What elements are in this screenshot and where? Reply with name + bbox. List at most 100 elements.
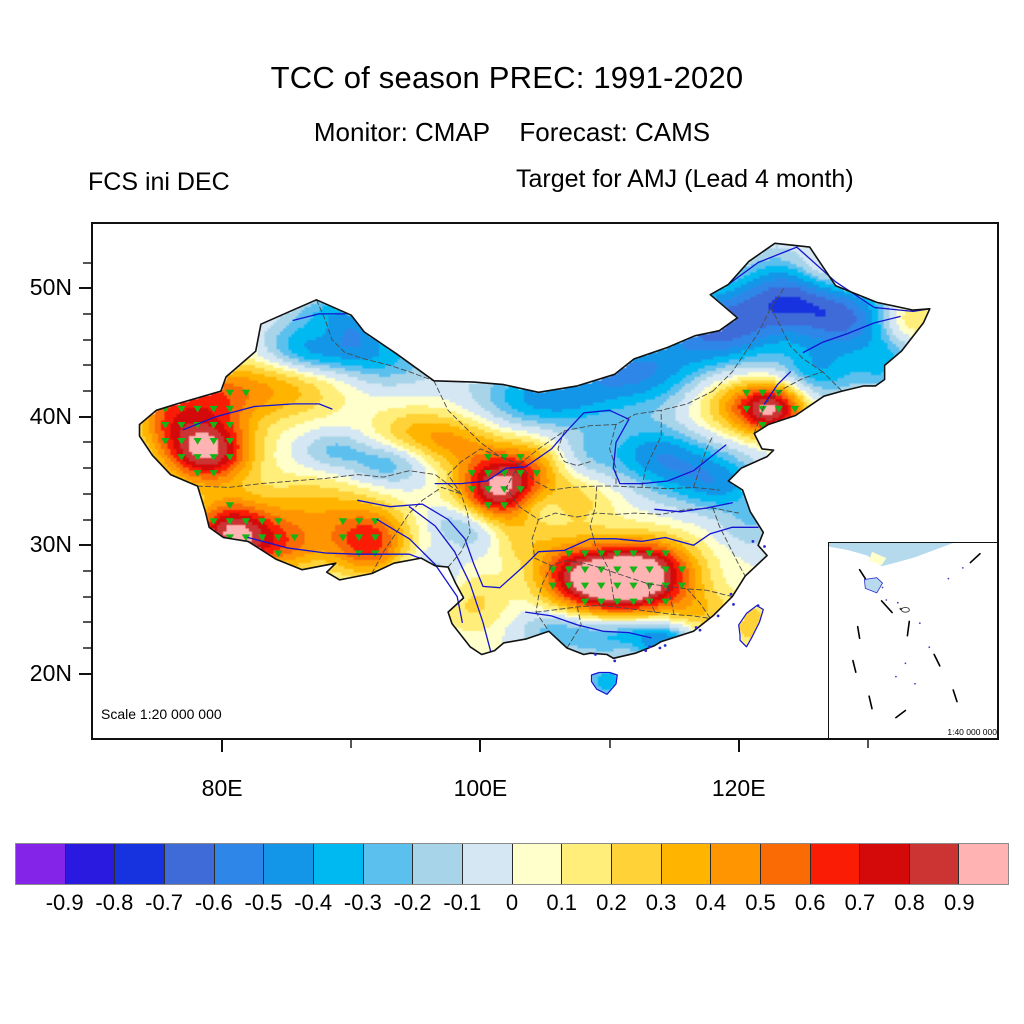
y-tick-minor: [83, 261, 91, 264]
province-border: [535, 565, 552, 632]
colorbar-tick-0p9: 0.9: [944, 890, 975, 915]
province-border: [647, 583, 656, 613]
offshore-island-dot: [648, 645, 651, 649]
x-tick-minor: [608, 740, 611, 748]
province-border: [518, 463, 720, 491]
offshore-island-dot: [594, 653, 597, 656]
colorbar-swatch-19[interactable]: [959, 844, 1009, 884]
colorbar-swatch-7[interactable]: [363, 844, 414, 884]
province-border: [609, 570, 617, 608]
target-label: Target for AMJ (Lead 4 month): [516, 165, 854, 193]
x-tick-major: [221, 740, 224, 752]
colorbar-swatch-6[interactable]: [313, 844, 364, 884]
colorbar-swatch-16[interactable]: [810, 844, 861, 884]
colorbar-swatch-4[interactable]: [214, 844, 265, 884]
contour-band: [248, 306, 930, 656]
nine-dash-segment: [895, 709, 907, 719]
reef-dot: [885, 599, 888, 601]
island-coastline: [590, 671, 618, 695]
colorbar-swatch-3[interactable]: [164, 844, 215, 884]
reef-dot: [881, 586, 884, 589]
province-border: [712, 287, 785, 392]
map-panel[interactable]: Scale 1:20 000 000 1:40 000 000: [91, 222, 999, 740]
contour-band: [341, 278, 866, 483]
colorbar-swatch-0[interactable]: [16, 844, 66, 884]
province-border: [433, 380, 520, 465]
colorbar-tick-0p7: 0.7: [844, 890, 876, 915]
colorbar-swatch-8[interactable]: [413, 844, 463, 884]
x-tick-label-80e: 80E: [201, 775, 243, 801]
contour-cells: [139, 244, 930, 695]
province-border: [712, 507, 746, 577]
colorbar-tick-0p8: 0.8: [894, 890, 925, 915]
river-line: [247, 536, 421, 559]
colorbar-swatch-5[interactable]: [264, 844, 314, 884]
nine-dash-segment: [933, 653, 941, 667]
reef-dot: [961, 567, 964, 569]
y-tick-minor: [83, 467, 91, 470]
south-china-sea-inset[interactable]: 1:40 000 000: [828, 542, 997, 738]
province-border: [609, 424, 617, 487]
contour-band: [142, 371, 804, 616]
colorbar-swatch-2[interactable]: [115, 844, 165, 884]
x-tick-minor: [350, 740, 353, 748]
contour-band: [263, 244, 906, 659]
y-tick-minor: [83, 647, 91, 650]
colorbar-tick-0p5: 0.5: [745, 890, 776, 915]
reef-dot: [899, 607, 902, 611]
colorbar-tick-neg0p1: -0.1: [443, 890, 482, 915]
colorbar-tick-0p4: 0.4: [695, 890, 727, 915]
province-border: [667, 585, 675, 616]
province-border: [641, 409, 662, 488]
title-text: TCC of season PREC: 1991-2020: [270, 60, 744, 95]
inset-map: [829, 543, 997, 719]
colorbar-tick-0: 0: [505, 890, 519, 915]
y-tick-major: [79, 672, 91, 675]
province-border: [315, 299, 435, 382]
china-contour-map: [138, 242, 931, 695]
river-line: [524, 611, 652, 639]
colorbar-swatch-11[interactable]: [562, 844, 612, 884]
colorbar-swatch-13[interactable]: [661, 844, 712, 884]
colorbar-tick-0p3: 0.3: [645, 890, 677, 915]
colorbar[interactable]: [15, 843, 1009, 885]
colorbar-tick-neg0p4: -0.4: [294, 890, 333, 915]
river-line: [763, 371, 792, 405]
colorbar-swatch-12[interactable]: [611, 844, 662, 884]
offshore-island-dot: [716, 614, 720, 618]
colorbar-swatch-10[interactable]: [512, 844, 563, 884]
river-line: [376, 518, 463, 624]
offshore-island-dot: [658, 646, 662, 650]
x-tick-major: [479, 740, 482, 752]
colorbar-swatch-18[interactable]: [909, 844, 960, 884]
river-line: [408, 506, 492, 653]
subtitle-row: Monitor: CMAP Forecast: CAMS: [0, 117, 1024, 148]
x-tick-major: [737, 740, 740, 752]
y-tick-minor: [83, 518, 91, 521]
offshore-island-dot: [613, 659, 617, 663]
colorbar-tick-0p2: 0.2: [596, 890, 627, 915]
province-border: [557, 430, 591, 467]
nine-dash-segment: [952, 689, 958, 703]
nine-dash-segment: [858, 568, 867, 580]
colorbar-swatch-14[interactable]: [711, 844, 761, 884]
y-tick-label-30n: 30N: [29, 531, 72, 558]
island-coastline: [738, 605, 764, 648]
river-line: [802, 315, 901, 354]
offshore-island-dot: [763, 545, 766, 548]
colorbar-swatch-15[interactable]: [760, 844, 811, 884]
reef-dot: [918, 622, 921, 625]
colorbar-swatch-17[interactable]: [860, 844, 910, 884]
nine-dash-segment: [856, 625, 861, 640]
colorbar-swatch-9[interactable]: [462, 844, 513, 884]
colorbar-tick-neg0p9: -0.9: [45, 890, 84, 915]
y-tick-minor: [83, 621, 91, 624]
offshore-island-dot: [644, 649, 648, 652]
colorbar-swatch-1[interactable]: [65, 844, 116, 884]
reef-dot: [904, 662, 907, 665]
administrative-border-layer: [138, 242, 931, 695]
colorbar-tick-0p1: 0.1: [546, 890, 577, 915]
province-border: [686, 588, 711, 619]
y-tick-minor: [83, 338, 91, 341]
y-tick-major: [79, 415, 91, 418]
